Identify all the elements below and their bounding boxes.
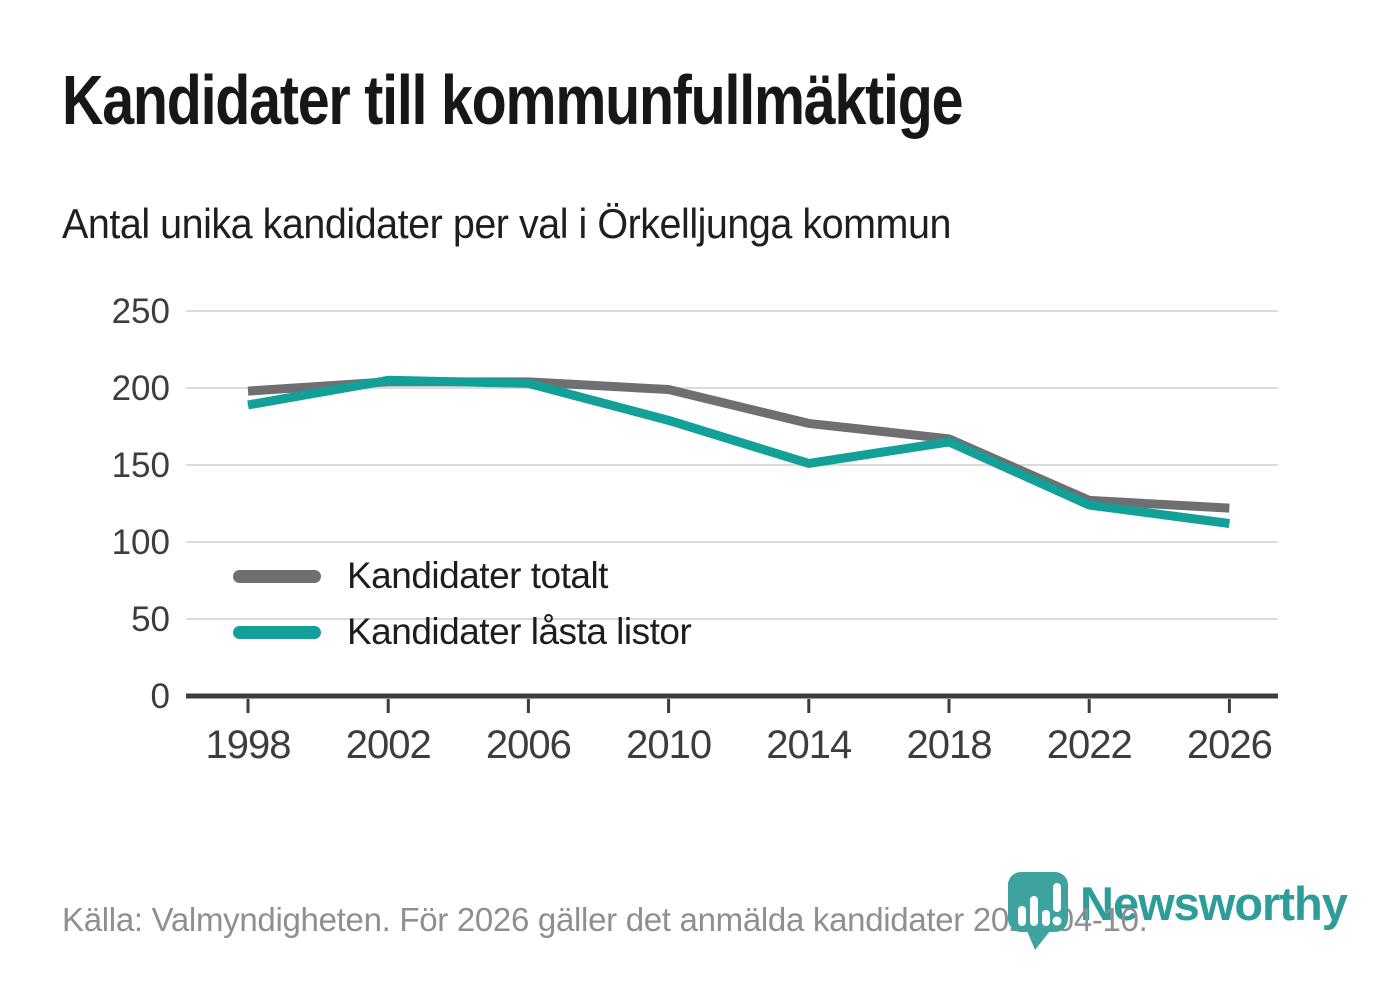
svg-text:2014: 2014 — [766, 723, 852, 767]
svg-text:200: 200 — [112, 369, 170, 408]
chart-legend: Kandidater totalt Kandidater låsta listo… — [233, 554, 692, 666]
page-subtitle: Antal unika kandidater per val i Örkellj… — [62, 200, 951, 247]
svg-text:100: 100 — [112, 523, 170, 562]
svg-text:50: 50 — [131, 600, 170, 639]
page-title: Kandidater till kommunfullmäktige — [62, 61, 964, 139]
legend-label-lasta-listor: Kandidater låsta listor — [347, 611, 692, 652]
newsworthy-wordmark: Newsworthy — [1080, 877, 1348, 930]
svg-text:2002: 2002 — [346, 723, 431, 767]
svg-text:0: 0 — [151, 677, 170, 716]
legend-item-totalt: Kandidater totalt — [233, 554, 691, 598]
svg-text:1998: 1998 — [206, 723, 291, 767]
source-note: Källa: Valmyndigheten. För 2026 gäller d… — [62, 901, 1148, 938]
legend-item-lasta-listor: Kandidater låsta listor — [233, 610, 692, 654]
svg-text:150: 150 — [112, 446, 170, 485]
svg-text:2022: 2022 — [1047, 723, 1132, 767]
svg-text:2010: 2010 — [626, 723, 711, 767]
svg-text:250: 250 — [112, 292, 170, 331]
svg-text:2026: 2026 — [1187, 723, 1272, 767]
legend-label-totalt: Kandidater totalt — [347, 555, 608, 596]
legend-swatch-lasta-listor — [233, 625, 321, 639]
legend-swatch-totalt — [233, 569, 321, 583]
svg-text:2006: 2006 — [486, 723, 571, 767]
svg-text:2018: 2018 — [907, 723, 992, 767]
newsworthy-pin-icon — [1008, 872, 1068, 950]
